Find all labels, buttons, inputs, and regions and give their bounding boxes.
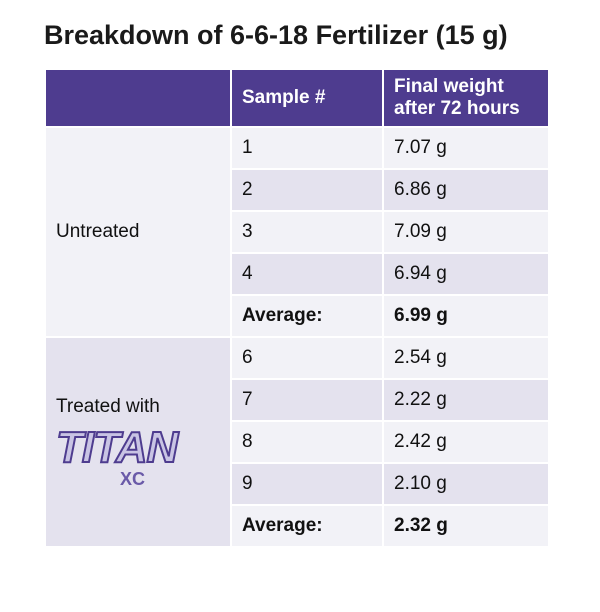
average-value: 6.99 g <box>382 294 550 338</box>
table-row: Average: 6.99 g <box>45 294 550 338</box>
weight-cell: 2.42 g <box>382 420 550 464</box>
weight-cell: 6.86 g <box>382 168 550 212</box>
sample-cell: 7 <box>230 378 384 422</box>
group-cell: Untreated <box>44 126 232 338</box>
group-label: Treated with <box>56 396 160 417</box>
weight-cell: 2.10 g <box>382 462 550 506</box>
weight-cell: 2.22 g <box>382 378 550 422</box>
logo-name: TITAN <box>55 423 179 472</box>
title: Breakdown of 6-6-18 Fertilizer (15 g) <box>44 20 508 50</box>
logo: TITAN XC <box>55 423 220 489</box>
group-cell: Treated with TITAN XC <box>44 336 232 548</box>
header-cell: Sample # <box>230 68 384 128</box>
table: Sample # Final weight after 72 hours Unt… <box>44 68 550 548</box>
table-row: 8 2.42 g <box>45 420 550 464</box>
table-row: Untreated 1 7.07 g <box>44 126 550 338</box>
weight-cell: 7.07 g <box>382 126 550 170</box>
sample-cell: 1 <box>230 126 384 170</box>
average-label: Average: <box>230 504 384 548</box>
header-cell: Final weight after 72 hours <box>382 68 550 128</box>
sample-cell: 9 <box>230 462 384 506</box>
table-row: 3 7.09 g <box>45 210 550 254</box>
table-row: 2 6.86 g <box>45 168 550 212</box>
sample-cell: 3 <box>230 210 384 254</box>
table-row: 9 2.10 g <box>45 462 550 506</box>
weight-cell: 2.54 g <box>382 336 550 380</box>
average-value: 2.32 g <box>382 504 550 548</box>
table-row: Average: 2.32 g <box>45 504 550 548</box>
header-row: Sample # Final weight after 72 hours <box>44 68 550 128</box>
sample-cell: 4 <box>230 252 384 296</box>
sample-cell: 2 <box>230 168 384 212</box>
sample-cell: 8 <box>230 420 384 464</box>
header-cell <box>44 68 232 128</box>
group-label: Untreated <box>56 221 140 242</box>
average-label: Average: <box>230 294 384 338</box>
weight-cell: 6.94 g <box>382 252 550 296</box>
table-row: 7 2.22 g <box>45 378 550 422</box>
table-row: 4 6.94 g <box>45 252 550 296</box>
weight-cell: 7.09 g <box>382 210 550 254</box>
logo-mark: XC <box>120 469 146 489</box>
table-row: Treated with TITAN XC 6 2.54 g <box>44 336 550 548</box>
table-body: Sample # Final weight after 72 hours Unt… <box>44 68 550 548</box>
sample-cell: 6 <box>230 336 384 380</box>
